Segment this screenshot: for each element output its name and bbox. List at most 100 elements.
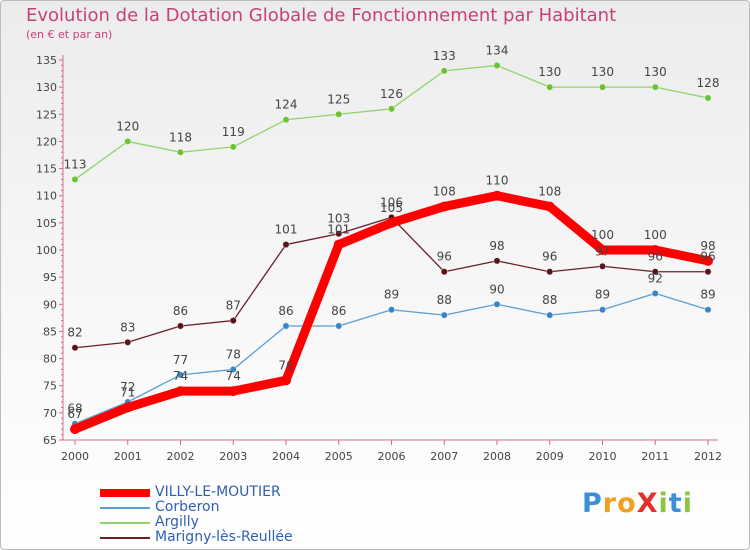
logo-letter: P: [582, 488, 603, 519]
logo-letter: o: [617, 488, 637, 519]
data-point: [388, 105, 395, 113]
data-label: 101: [327, 223, 350, 237]
data-label: 118: [169, 130, 192, 144]
data-label: 89: [700, 288, 715, 302]
data-point: [228, 386, 239, 397]
data-label: 119: [222, 125, 245, 139]
axes: 65 70 75 80 85 90 95 100 105 110 115 120 125 130 135 20…: [36, 54, 722, 463]
data-label: 74: [173, 369, 188, 383]
legend-item: Argilly: [100, 515, 293, 530]
data-label: 134: [486, 43, 509, 57]
data-label: 96: [648, 250, 663, 264]
series-argilly: [71, 62, 712, 183]
data-label: 130: [591, 65, 614, 79]
data-label: 100: [644, 228, 667, 242]
y-tick-label: 115: [36, 163, 57, 176]
data-point: [177, 148, 184, 156]
data-label: 71: [120, 385, 135, 399]
x-tick-label: 2004: [272, 450, 300, 463]
x-tick-label: 2008: [483, 450, 511, 463]
data-point: [335, 230, 343, 238]
y-tick-label: 80: [43, 353, 57, 366]
data-label: 120: [116, 119, 139, 133]
data-label: 90: [489, 282, 504, 296]
x-tick-label: 2011: [641, 450, 669, 463]
y-tick-label: 135: [36, 54, 57, 67]
data-point: [492, 190, 502, 201]
data-point: [599, 83, 606, 91]
data-label: 86: [278, 304, 293, 318]
data-label: 68: [67, 402, 82, 416]
data-point: [229, 317, 237, 324]
data-point: [440, 268, 448, 276]
data-point: [440, 67, 448, 75]
data-label: 98: [489, 239, 504, 253]
series-marigny-les-reullee: [71, 214, 712, 352]
data-label: 77: [173, 353, 188, 367]
data-point: [386, 217, 397, 228]
logo-letter: r: [602, 488, 618, 519]
data-point: [122, 402, 133, 413]
x-tick-label: 2009: [536, 450, 564, 463]
data-point: [439, 201, 450, 212]
data-label: 133: [433, 49, 456, 63]
data-point: [177, 322, 184, 330]
data-label: 88: [437, 293, 452, 307]
data-point: [282, 322, 290, 330]
y-tick-label: 90: [43, 298, 57, 311]
legend-label: VILLY-LE-MOUTIER: [155, 484, 281, 500]
data-point: [282, 116, 290, 124]
data-point: [229, 143, 237, 151]
data-point: [704, 94, 712, 102]
data-label: 86: [331, 304, 346, 318]
data-label: 76: [278, 358, 293, 372]
y-tick-label: 100: [36, 244, 57, 257]
x-tick-label: 2000: [61, 450, 89, 463]
data-label: 87: [226, 299, 241, 313]
data-point: [493, 300, 501, 308]
data-point: [70, 424, 80, 435]
proxiti-logo: ProXiti: [582, 488, 693, 519]
data-point: [546, 311, 554, 319]
data-point: [333, 239, 344, 250]
data-point: [175, 386, 186, 397]
y-tick-label: 65: [43, 434, 57, 447]
data-label: 74: [226, 369, 241, 383]
y-tick-label: 95: [43, 271, 57, 284]
data-label: 86: [173, 304, 188, 318]
data-label: 97: [595, 244, 610, 258]
x-tick-label: 2006: [378, 450, 406, 463]
legend-swatch: [100, 488, 150, 497]
data-label: 72: [120, 380, 135, 394]
y-tick-label: 130: [36, 81, 57, 94]
data-point: [651, 290, 659, 297]
data-label: 98: [700, 239, 715, 253]
legend-label: Marigny-lès-Reullée: [155, 529, 293, 545]
legend-swatch: [100, 521, 150, 524]
chart-subtitle: (en € et par an): [26, 28, 113, 41]
x-tick-label: 2010: [589, 450, 617, 463]
data-point: [704, 268, 712, 276]
logo-letter: i: [682, 488, 693, 519]
data-label: 96: [700, 250, 715, 264]
logo-letter: i: [658, 488, 669, 519]
data-point: [597, 245, 608, 255]
data-label: 92: [648, 271, 663, 285]
y-tick-label: 105: [36, 217, 57, 230]
legend-swatch: [100, 536, 150, 539]
data-point: [229, 366, 237, 373]
data-point: [650, 245, 661, 255]
data-label: 83: [120, 320, 135, 334]
data-label: 105: [380, 201, 403, 215]
series-layer: [70, 62, 713, 435]
x-tick-label: 2007: [430, 450, 458, 463]
data-label: 130: [644, 65, 667, 79]
data-label: 113: [64, 157, 87, 171]
data-label: 82: [67, 326, 82, 340]
x-tick-label: 2001: [114, 450, 142, 463]
data-label: 108: [538, 185, 561, 199]
data-label: 110: [486, 174, 509, 188]
data-label: 130: [538, 65, 561, 79]
